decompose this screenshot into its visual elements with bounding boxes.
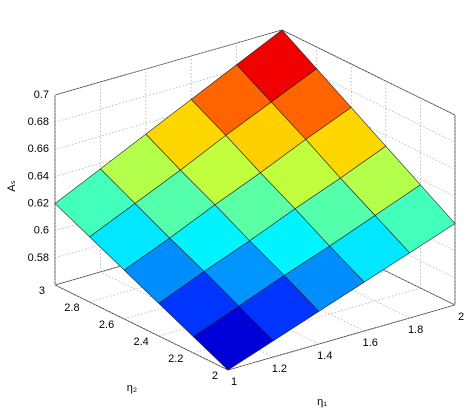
z-tick-label: 0.7 bbox=[34, 89, 49, 101]
x-tick-label: 1.6 bbox=[363, 337, 378, 349]
x-tick-label: 1.8 bbox=[408, 324, 423, 336]
x-tick-label: 1.4 bbox=[317, 350, 332, 362]
z-tick-label: 0.64 bbox=[28, 170, 49, 182]
z-tick-label: 0.66 bbox=[28, 143, 49, 155]
y-tick-label: 2.4 bbox=[134, 336, 149, 348]
x-tick-label: 2 bbox=[458, 311, 464, 323]
z-axis-label: Aₛ bbox=[6, 180, 18, 191]
grid-line bbox=[227, 304, 456, 371]
x-axis-label: η₁ bbox=[317, 396, 327, 408]
y-tick-label: 2.6 bbox=[99, 319, 114, 331]
grid-line bbox=[54, 284, 229, 371]
grid-line bbox=[281, 29, 456, 116]
z-tick-label: 0.68 bbox=[28, 116, 49, 128]
grid-line bbox=[54, 29, 283, 96]
y-tick-label: 2 bbox=[212, 370, 218, 382]
grid-line bbox=[281, 219, 456, 306]
z-tick-label: 0.62 bbox=[28, 197, 49, 209]
grid-line bbox=[191, 245, 365, 332]
z-tick-label: 0.6 bbox=[34, 225, 49, 237]
x-tick-label: 1.2 bbox=[272, 363, 287, 375]
z-tick-label: 0.58 bbox=[28, 252, 49, 264]
grid-line bbox=[236, 232, 410, 319]
y-axis-label: η₂ bbox=[127, 382, 137, 394]
y-tick-label: 2.8 bbox=[64, 302, 79, 314]
x-tick-label: 1 bbox=[231, 376, 237, 388]
surface-patch bbox=[192, 305, 274, 371]
y-tick-label: 2.2 bbox=[168, 353, 183, 365]
y-tick-label: 3 bbox=[39, 285, 45, 297]
